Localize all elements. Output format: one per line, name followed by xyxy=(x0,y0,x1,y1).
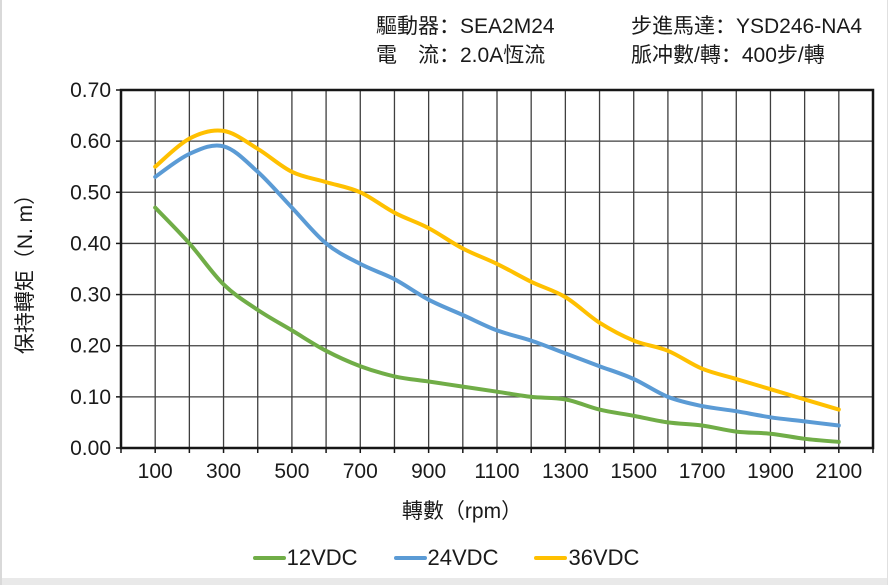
y-tick-label: 0.30 xyxy=(70,284,111,307)
legend-swatch-24vdc xyxy=(393,556,427,560)
y-tick-label: 0.50 xyxy=(70,181,111,204)
series-line-12vdc xyxy=(153,205,841,444)
legend-item-24vdc: 24VDC xyxy=(393,545,499,571)
y-tick-label: 0.60 xyxy=(70,130,111,153)
x-tick-label: 900 xyxy=(411,460,446,483)
x-tick-label: 1700 xyxy=(679,460,726,483)
driver-text: 驅動器：SEA2M24 xyxy=(376,15,555,38)
y-tick-label: 0.20 xyxy=(70,335,111,358)
x-tick-label: 1500 xyxy=(610,460,657,483)
legend-item-36vdc: 36VDC xyxy=(534,545,639,571)
series-line-36vdc xyxy=(153,128,841,412)
legend-label-12vdc: 12VDC xyxy=(286,545,358,570)
legend-swatch-36vdc xyxy=(534,556,568,560)
legend-label-36vdc: 36VDC xyxy=(568,545,640,570)
window-bottom-edge xyxy=(2,578,887,585)
x-tick-label: 100 xyxy=(138,460,173,483)
pulses-text: 脈冲數/轉：400步/轉 xyxy=(631,44,825,67)
header-info-left: 驅動器：SEA2M24 電 流：2.0A恆流 xyxy=(376,12,555,70)
x-axis-title: 轉數（rpm） xyxy=(402,500,522,523)
x-tick-label: 2100 xyxy=(815,460,862,483)
torque-curve-chart: 100 300 500 700 900 1100 1300 1500 1700 1900 2100 0… xyxy=(14,79,875,523)
current-text: 電 流：2.0A恆流 xyxy=(376,44,546,67)
x-tick-label: 300 xyxy=(206,460,241,483)
header-info-right: 步進馬達：YSD246-NA4 脈冲數/轉：400步/轉 xyxy=(631,12,862,70)
chart-legend: 12VDC 24VDC 36VDC xyxy=(2,545,888,571)
y-axis-title: 保持轉矩（N. m） xyxy=(14,184,37,354)
y-tick-label: 0.70 xyxy=(70,79,111,102)
series-line-24vdc xyxy=(153,143,841,428)
plot-frame xyxy=(119,88,875,450)
motor-text: 步進馬達：YSD246-NA4 xyxy=(631,15,863,38)
x-tick-label: 700 xyxy=(343,460,378,483)
y-tick-label: 0.40 xyxy=(70,232,111,255)
x-tick-label: 1100 xyxy=(474,460,519,483)
legend-label-24vdc: 24VDC xyxy=(427,545,499,570)
y-tick-label: 0.00 xyxy=(70,437,111,460)
x-tick-label: 1900 xyxy=(747,460,794,483)
x-tick-label: 1300 xyxy=(542,460,589,483)
legend-item-12vdc: 12VDC xyxy=(252,545,358,571)
y-tick-label: 0.10 xyxy=(70,386,111,409)
legend-swatch-12vdc xyxy=(252,556,286,560)
x-tick-label: 500 xyxy=(274,460,309,483)
